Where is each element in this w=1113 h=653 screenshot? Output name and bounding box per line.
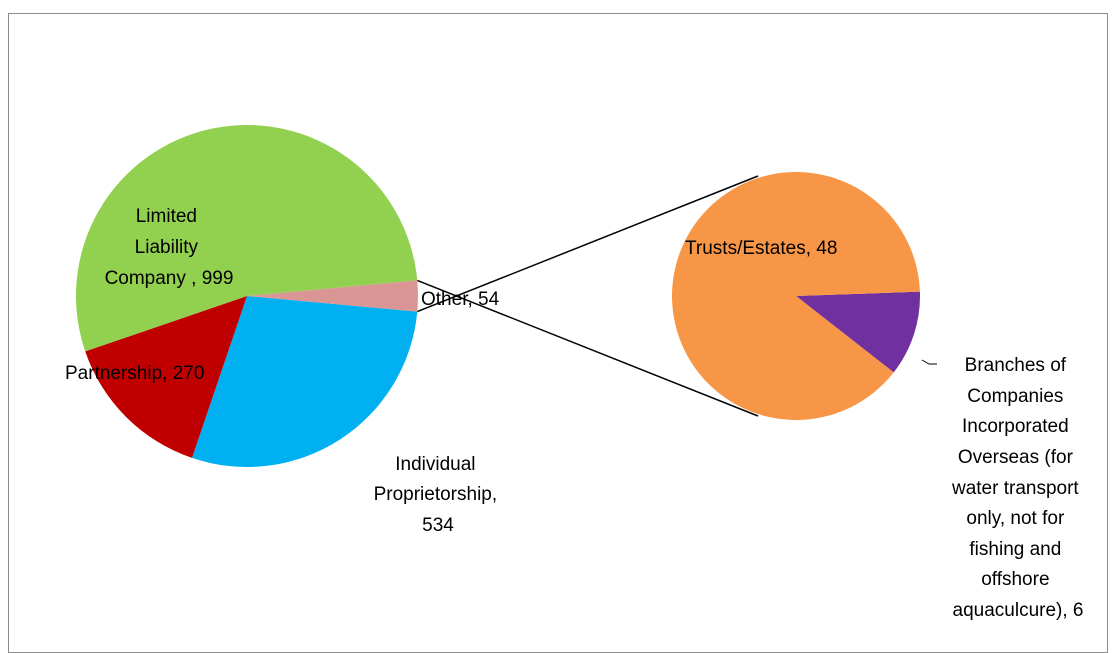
slice-limited-liability-company	[75, 124, 418, 352]
label-branches-of-companies: Branches of Companies Incorporated Overs…	[951, 355, 1084, 621]
slice-branches-of-companies-incorporated-overs	[796, 291, 920, 373]
label-limited-liability-company: Limited Liability Company , 999	[105, 206, 234, 289]
slice-partnership	[85, 296, 247, 458]
main-pie	[75, 124, 418, 467]
chart-frame: Limited Liability Company , 999 Partners…	[8, 13, 1108, 653]
leader-line-branches	[921, 359, 937, 365]
data-labels: Limited Liability Company , 999 Partners…	[65, 206, 1084, 621]
connector-bottom	[417, 279, 759, 417]
label-trusts-estates: Trusts/Estates, 48	[685, 238, 837, 259]
slice-other	[247, 280, 418, 312]
label-partnership: Partnership, 270	[65, 363, 204, 384]
secondary-pie	[671, 171, 920, 420]
connector-top	[417, 175, 759, 313]
label-other: Other, 54	[421, 289, 500, 310]
label-individual-proprietorship: Individual Proprietorship, 534	[374, 454, 503, 536]
pie-of-pie-chart: Limited Liability Company , 999 Partners…	[65, 124, 1084, 621]
slice-trusts-estates	[671, 171, 920, 420]
connector-lines	[417, 175, 759, 417]
slice-individual-proprietorship	[192, 296, 418, 467]
